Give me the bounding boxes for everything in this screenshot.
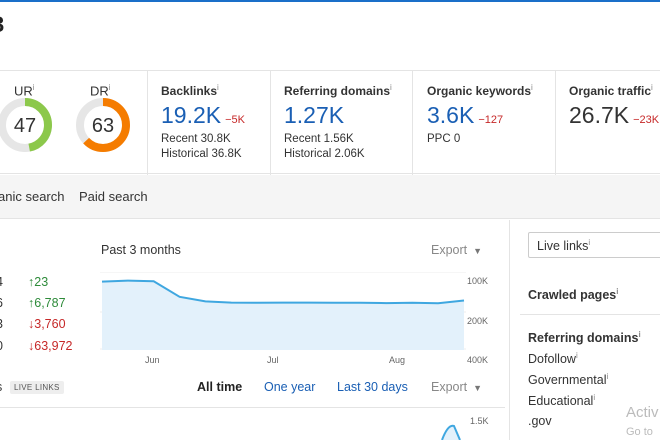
- organic-keywords-metric: Organic keywordsi 3.6K −127 PPC 0: [427, 83, 533, 147]
- dr-ring-icon: [76, 98, 130, 152]
- divider: [0, 407, 505, 408]
- count-prefix: 3: [0, 317, 3, 331]
- traffic-area-chart[interactable]: [100, 272, 466, 350]
- export-dropdown[interactable]: Export ▼: [431, 243, 483, 257]
- x-tick: Aug: [389, 355, 406, 365]
- organic-keywords-label: Organic keywordsi: [427, 83, 533, 98]
- referring-domains-label: Referring domainsi: [284, 83, 392, 98]
- series-line: [101, 279, 465, 305]
- export-dropdown[interactable]: Export ▼: [431, 380, 483, 394]
- chevron-down-icon: ▼: [473, 383, 483, 393]
- divider: [555, 71, 556, 175]
- dr-label: DRi: [90, 83, 111, 99]
- right-panel: [509, 220, 660, 440]
- area-fill: [102, 280, 464, 350]
- section-label: s: [0, 380, 2, 394]
- count-prefix: 0: [0, 339, 3, 353]
- y-tick: 200K: [467, 316, 489, 326]
- dr-value: 63: [91, 115, 115, 137]
- y-tick: 100K: [467, 276, 489, 286]
- mini-chart-line: [441, 424, 461, 440]
- crawled-pages-heading[interactable]: Crawled pagesi: [528, 287, 619, 303]
- backlinks-value[interactable]: 19.2K: [161, 102, 222, 128]
- rd-item-gov[interactable]: .gov: [528, 414, 552, 428]
- divider: [270, 71, 271, 175]
- search-tabs: anic search Paid search: [0, 175, 660, 219]
- backlinks-metric: Backlinksi 19.2K −5K Recent 30.8K Histori…: [161, 83, 245, 162]
- ur-gauge[interactable]: URi 47: [0, 81, 58, 161]
- rd-item-dofollow[interactable]: Dofollowi: [528, 351, 578, 367]
- metrics-row: URi 47 DRi 63 Backlinksi 19.2K −5K Recent…: [0, 70, 660, 175]
- top-accent-line: [0, 0, 660, 2]
- divider: [412, 71, 413, 175]
- organic-traffic-metric: Organic traffici 26.7K −23K: [569, 83, 659, 129]
- backlinks-label: Backlinksi: [161, 83, 219, 98]
- tab-paid-search[interactable]: Paid search: [79, 189, 148, 204]
- dr-gauge[interactable]: DRi 63: [72, 81, 136, 161]
- organic-keywords-ppc: PPC 0: [427, 133, 461, 145]
- x-tick: Jul: [267, 355, 279, 365]
- y-tick: 1.5K: [470, 416, 489, 426]
- backlinks-delta: −5K: [225, 114, 245, 126]
- live-links-badge: LIVE LINKS: [10, 381, 64, 394]
- x-tick: Jun: [145, 355, 160, 365]
- ur-value: 47: [13, 115, 37, 137]
- chevron-down-icon: ▼: [473, 246, 483, 256]
- backlinks-historical: Historical 36.8K: [161, 148, 242, 160]
- ur-ring-icon: [0, 98, 52, 152]
- organic-keywords-value[interactable]: 3.6K: [427, 102, 475, 128]
- count-prefix: 6: [0, 296, 3, 310]
- referring-domains-metric: Referring domainsi 1.27K Recent 1.56K Hi…: [284, 83, 392, 162]
- count-value[interactable]: ↑6,787: [28, 296, 66, 310]
- referring-domains-recent: Recent 1.56K: [284, 133, 354, 145]
- range-last-30-days[interactable]: Last 30 days: [337, 380, 408, 394]
- range-all-time[interactable]: All time: [197, 380, 243, 394]
- organic-traffic-value: 26.7K: [569, 102, 630, 128]
- rd-item-governmental[interactable]: Governmentali: [528, 372, 609, 388]
- activation-watermark-sub: Go to: [626, 426, 653, 438]
- y-tick: 400K: [467, 355, 489, 365]
- count-value[interactable]: ↓3,760: [28, 317, 66, 331]
- count-value[interactable]: ↑23: [28, 275, 49, 289]
- referring-domains-historical: Historical 2.06K: [284, 148, 365, 160]
- referring-domains-value[interactable]: 1.27K: [284, 102, 345, 128]
- divider: [520, 314, 660, 315]
- count-prefix: 4: [0, 275, 3, 289]
- organic-traffic-delta: −23K: [633, 114, 660, 126]
- live-links-select[interactable]: Live linksi: [528, 232, 660, 258]
- divider: [147, 71, 148, 175]
- organic-traffic-label: Organic traffici: [569, 83, 653, 98]
- referring-domains-heading[interactable]: Referring domainsi: [528, 330, 641, 346]
- page-title: 3: [0, 12, 4, 38]
- rd-item-educational[interactable]: Educationali: [528, 393, 596, 409]
- tab-organic-search[interactable]: anic search: [0, 189, 65, 204]
- range-one-year[interactable]: One year: [264, 380, 316, 394]
- backlinks-recent: Recent 30.8K: [161, 133, 231, 145]
- chart-title: Past 3 months: [101, 243, 181, 257]
- ur-label: URi: [14, 83, 35, 99]
- activation-watermark: Activ: [626, 404, 659, 421]
- organic-keywords-delta: −127: [478, 114, 504, 126]
- count-value[interactable]: ↓63,972: [28, 339, 73, 353]
